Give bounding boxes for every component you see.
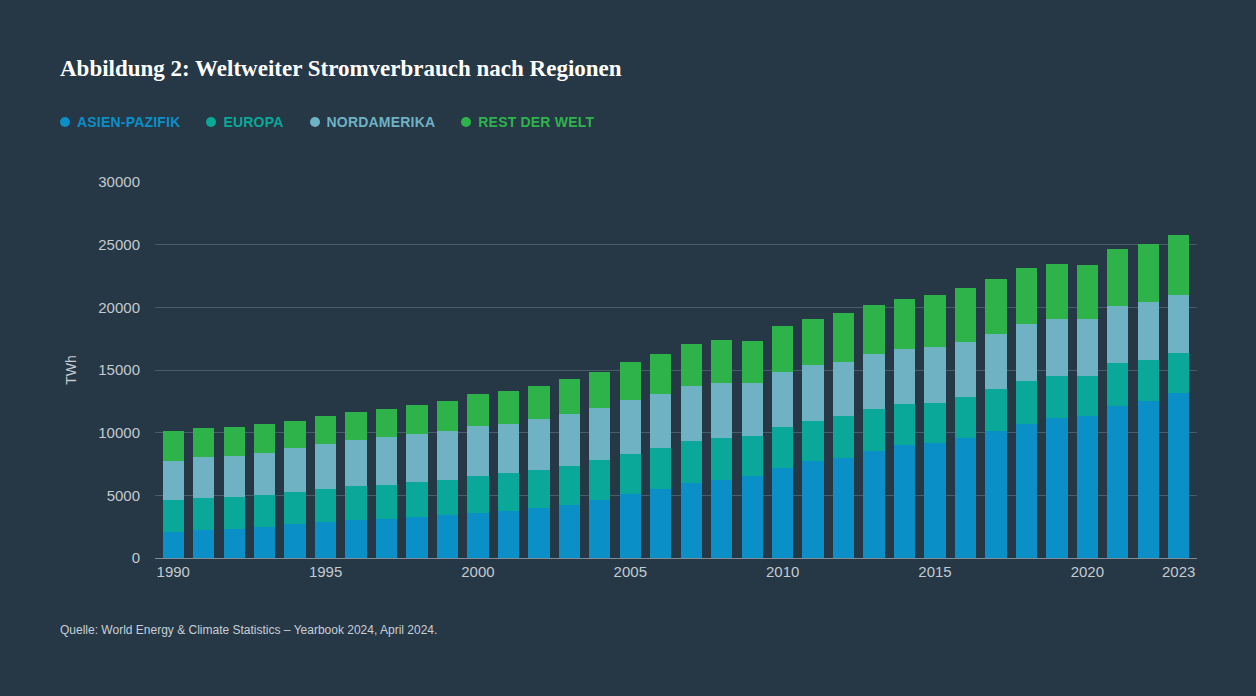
svg-text:0: 0 <box>132 549 140 566</box>
html-text:REST DER WELT: REST DER WELT <box>478 114 595 130</box>
svg-text:2000: 2000 <box>461 563 494 580</box>
svg-text:2010: 2010 <box>766 563 799 580</box>
svg-text:5000: 5000 <box>107 487 140 504</box>
html-text:ASIEN-PAZIFIK: ASIEN-PAZIFIK <box>77 114 181 130</box>
html-text:EUROPA: EUROPA <box>223 114 284 130</box>
svg-text:TWh: TWh <box>63 355 79 385</box>
svg-text:2015: 2015 <box>918 563 951 580</box>
svg-text:20000: 20000 <box>98 299 140 316</box>
svg-text:1990: 1990 <box>157 563 190 580</box>
svg-text:2005: 2005 <box>614 563 647 580</box>
svg-text:2023: 2023 <box>1162 563 1195 580</box>
svg-text:2020: 2020 <box>1071 563 1104 580</box>
svg-text:1995: 1995 <box>309 563 342 580</box>
html-text:Quelle: World Energy & Climate: Quelle: World Energy & Climate Statistic… <box>60 623 438 637</box>
svg-text:10000: 10000 <box>98 424 140 441</box>
svg-text:15000: 15000 <box>98 361 140 378</box>
svg-text:25000: 25000 <box>98 236 140 253</box>
html-text:NORDAMERIKA: NORDAMERIKA <box>326 114 436 130</box>
svg-text:30000: 30000 <box>98 173 140 190</box>
html-text:Abbildung 2: Weltweiter Stromv: Abbildung 2: Weltweiter Stromverbrauch n… <box>60 56 622 81</box>
